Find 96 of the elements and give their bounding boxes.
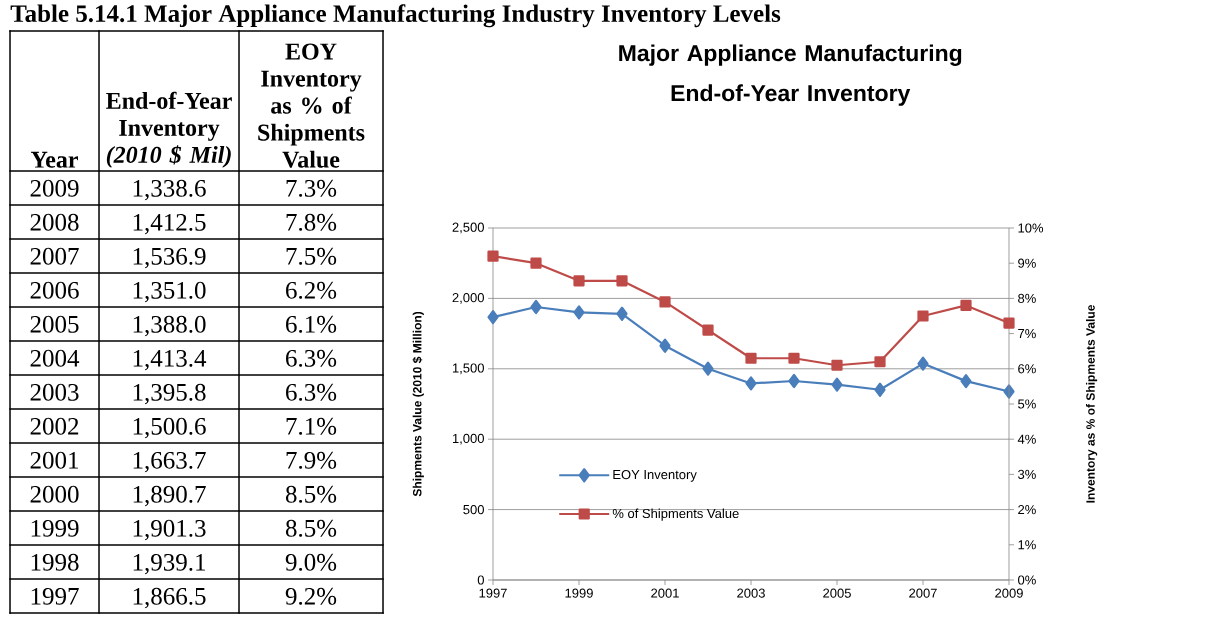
y-tick-label: 1,000 <box>452 433 484 445</box>
text: 2009 <box>30 179 79 197</box>
y-tick-label: 2,000 <box>452 293 484 304</box>
chart-title: Major Appliance Manufacturing End-of-Year Inventory <box>619 44 962 106</box>
point <box>573 305 585 320</box>
point <box>745 352 757 364</box>
text: 2003 <box>30 383 79 401</box>
point <box>960 299 972 312</box>
y2-tick-label: 0% <box>1018 575 1036 585</box>
y2-axis-title: Inventory as % of Shipments Value <box>1085 305 1098 503</box>
text: 6.2% <box>286 281 337 299</box>
text: 1,395.8 <box>133 383 206 405</box>
text: 8.5% <box>285 485 337 503</box>
point <box>702 324 714 336</box>
text: 8.5% <box>285 519 337 537</box>
point <box>874 356 886 368</box>
point <box>659 338 671 353</box>
x-tick-label: 2003 <box>737 588 765 598</box>
text: 1,663.7 <box>133 451 206 473</box>
point <box>487 250 499 262</box>
y2-tick-label: 5% <box>1018 399 1036 409</box>
text: 6.3% <box>286 349 337 367</box>
x-tick-label: 1997 <box>479 588 507 598</box>
text: 1,500.6 <box>133 417 206 439</box>
point <box>831 359 843 371</box>
point <box>487 310 499 325</box>
text: 1,388.0 <box>133 315 206 337</box>
point <box>745 376 757 391</box>
y2-tick-label: 4% <box>1017 434 1036 444</box>
legend-label: EOY Inventory <box>613 469 697 482</box>
text: 1,901.3 <box>133 519 206 541</box>
point <box>702 361 714 376</box>
text: 2005 <box>30 315 79 333</box>
y-tick-label: 500 <box>463 504 484 515</box>
y2-tick-label: 3% <box>1018 469 1036 479</box>
text: 2000 <box>30 485 79 503</box>
point <box>530 299 542 315</box>
y2-tick-label: 2% <box>1018 505 1036 515</box>
y2-tick-label: 7% <box>1018 329 1036 339</box>
text: 1,351.0 <box>133 281 206 303</box>
text: 1,412.5 <box>133 213 206 235</box>
x-tick-label: 2007 <box>909 588 937 598</box>
text: 7.8% <box>286 213 337 231</box>
text: 7.5% <box>286 247 337 265</box>
y2-tick-label: 8% <box>1018 293 1036 303</box>
y-tick-label: 2,500 <box>452 222 484 234</box>
point <box>831 377 843 392</box>
point <box>917 310 929 322</box>
y2-tick-label: 10% <box>1018 223 1044 233</box>
text: 2001 <box>30 451 79 469</box>
point <box>788 352 800 364</box>
text: 6.1% <box>286 315 337 333</box>
y2-tick-label: 6% <box>1018 364 1036 374</box>
text: 6.3% <box>286 383 337 401</box>
point <box>917 356 929 371</box>
text: 2002 <box>30 417 79 435</box>
x-tick-label: 2001 <box>651 588 679 598</box>
point <box>960 374 972 389</box>
point <box>874 382 886 397</box>
legend-label: % of Shipments Value <box>612 508 739 521</box>
point <box>616 275 628 287</box>
text: 1,939.1 <box>133 553 205 575</box>
text: 1998 <box>31 553 79 571</box>
point <box>788 373 800 389</box>
y-tick-label: 0 <box>477 575 484 585</box>
x-tick-label: 1999 <box>565 588 593 598</box>
point <box>616 306 628 321</box>
point <box>573 275 585 287</box>
text: 7.1% <box>286 417 337 435</box>
text: 1,413.4 <box>133 349 207 371</box>
caption: Table 5.14.1 Major Appliance Manufacturing Industry Inventory Levels <box>10 4 781 28</box>
text: EOY Inventory as % of Shipments Value <box>258 43 365 168</box>
point <box>530 257 542 269</box>
text: 1,866.5 <box>133 587 206 609</box>
x-tick-label: 2005 <box>823 588 851 598</box>
text: 1,338.6 <box>133 179 206 201</box>
y2-tick-label: 9% <box>1018 258 1036 268</box>
text: End-of-Year Inventory (2010 $ Mil) <box>106 91 232 168</box>
text: 2004 <box>30 349 80 367</box>
point <box>1003 317 1015 329</box>
text: 2006 <box>30 281 79 299</box>
text: 7.3% <box>286 179 337 197</box>
text: Year <box>30 151 78 168</box>
point <box>659 296 671 308</box>
y-axis-title: Shipments Value (2010 $ Million) <box>412 311 424 497</box>
text: 2008 <box>30 213 79 231</box>
x-tick-label: 2009 <box>995 588 1023 598</box>
y-tick-label: 1,500 <box>452 363 484 375</box>
text: 1,536.9 <box>133 247 206 269</box>
y2-tick-label: 1% <box>1018 540 1036 550</box>
text: 9.0% <box>285 553 337 571</box>
text: 9.2% <box>285 587 337 605</box>
text: 1,890.7 <box>133 485 206 507</box>
text: 7.9% <box>286 451 337 469</box>
text: 1999 <box>31 519 79 537</box>
text: 2007 <box>30 247 79 265</box>
